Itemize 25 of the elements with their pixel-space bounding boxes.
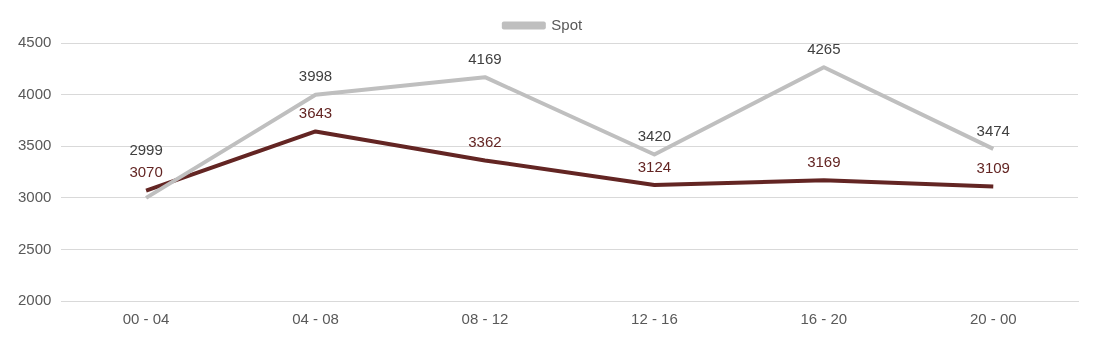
y-tick-label: 4000 xyxy=(17,84,52,102)
x-tick-label: 08 - 12 xyxy=(461,310,509,328)
y-tick-label: 2500 xyxy=(17,239,52,257)
x-tick-label: 04 - 08 xyxy=(292,310,339,328)
y-tick-label: 3000 xyxy=(17,187,52,205)
x-tick-label: 20 - 00 xyxy=(969,310,1017,328)
y-tick-label: 3500 xyxy=(17,136,52,154)
data-label: 3109 xyxy=(976,159,1010,177)
data-label: 3643 xyxy=(298,104,333,122)
x-tick-label: 00 - 04 xyxy=(122,310,170,328)
data-label: 3362 xyxy=(468,133,502,151)
y-tick-label: 2000 xyxy=(17,291,52,309)
data-label: 4265 xyxy=(807,39,841,57)
x-tick-label: 12 - 16 xyxy=(631,310,678,328)
y-tick-label: 4500 xyxy=(17,33,52,51)
data-label: 3474 xyxy=(976,121,1010,139)
data-label: 3169 xyxy=(807,153,841,170)
data-label: 3420 xyxy=(637,127,672,145)
legend-label: Spot xyxy=(551,15,584,33)
data-label: 4169 xyxy=(468,49,502,67)
data-label: 2999 xyxy=(129,141,163,159)
data-label: 3070 xyxy=(129,163,163,181)
data-label: 3998 xyxy=(298,67,333,85)
x-tick-label: 16 - 20 xyxy=(800,310,848,328)
data-label: 3124 xyxy=(637,157,672,175)
